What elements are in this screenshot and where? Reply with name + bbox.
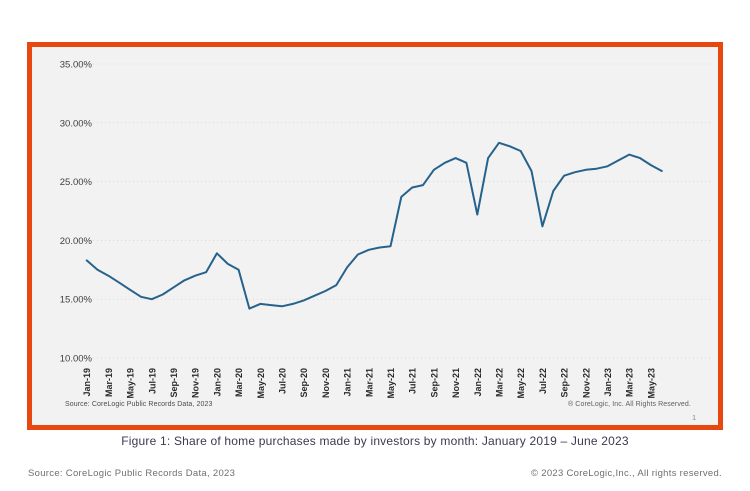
x-tick-label: May-22 xyxy=(516,368,526,399)
x-tick-label: May-20 xyxy=(256,368,266,399)
x-tick-label: Jul-22 xyxy=(538,368,548,394)
x-tick-label: Mar-21 xyxy=(364,368,374,397)
investor-share-line-chart: 35.00% 30.00% 25.00% 20.00% 15.00% 10.00% Jan-… xyxy=(60,60,712,399)
x-tick-label: Sep-19 xyxy=(169,368,179,398)
x-tick-label: May-23 xyxy=(646,368,656,399)
x-tick-label: Mar-19 xyxy=(104,368,114,397)
x-tick-label: Jan-22 xyxy=(473,368,483,397)
x-tick-label: Jan-23 xyxy=(603,368,613,397)
x-tick-label: Jul-21 xyxy=(408,368,418,394)
x-tick-label: Mar-20 xyxy=(234,368,244,397)
y-tick-label: 35.00% xyxy=(60,60,93,71)
x-tick-label: Nov-19 xyxy=(191,368,201,398)
footer-source: Source: CoreLogic Public Records Data, 2… xyxy=(28,468,236,479)
y-tick-label: 20.00% xyxy=(60,236,93,247)
y-tick-label: 25.00% xyxy=(60,177,93,188)
x-tick-label: May-21 xyxy=(386,368,396,399)
x-tick-label: Sep-20 xyxy=(299,368,309,398)
x-tick-label: Jan-21 xyxy=(343,368,353,397)
y-tick-label: 10.00% xyxy=(60,354,93,365)
x-tick-label: Sep-22 xyxy=(560,368,570,398)
chart-page-number: 1 xyxy=(692,413,697,422)
x-tick-label: Jan-19 xyxy=(82,368,92,397)
x-tick-label: Jul-20 xyxy=(278,368,288,394)
x-tick-label: May-19 xyxy=(126,368,136,399)
x-tick-label: Jul-19 xyxy=(147,368,157,394)
x-tick-label: Sep-21 xyxy=(429,368,439,398)
figure-caption: Figure 1: Share of home purchases made b… xyxy=(121,434,629,448)
x-tick-label: Mar-22 xyxy=(495,368,505,397)
footer-copyright: © 2023 CoreLogic,Inc., All rights reserv… xyxy=(531,468,722,479)
y-tick-label: 15.00% xyxy=(60,295,93,306)
x-tick-label: Nov-22 xyxy=(581,368,591,398)
x-tick-label: Jan-20 xyxy=(212,368,222,397)
x-tick-label: Nov-20 xyxy=(321,368,331,398)
x-tick-label: Nov-21 xyxy=(451,368,461,398)
page-footer: Source: CoreLogic Public Records Data, 2… xyxy=(0,468,750,479)
investor-share-line xyxy=(85,141,663,310)
x-tick-label: Mar-23 xyxy=(625,368,635,397)
y-tick-label: 30.00% xyxy=(60,118,93,129)
chart-source-note: Source: CoreLogic Public Records Data, 2… xyxy=(65,401,213,408)
figure-frame: 35.00% 30.00% 25.00% 20.00% 15.00% 10.00% Jan-… xyxy=(27,42,723,430)
chart-rights-note: ® CoreLogic, Inc. All Rights Reserved. xyxy=(568,401,691,408)
